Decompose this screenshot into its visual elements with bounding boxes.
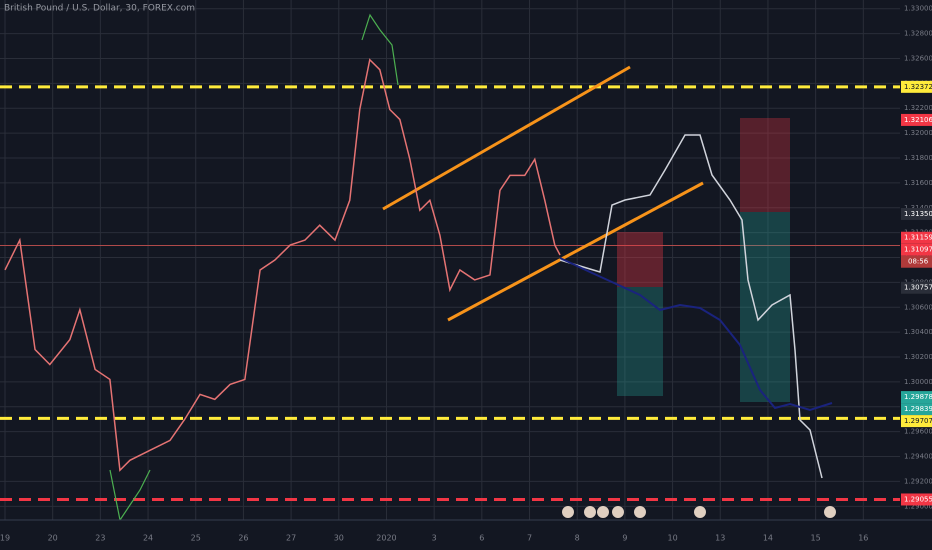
- price-badge-label: 1.29055: [904, 495, 932, 503]
- price-badge: [901, 403, 932, 416]
- indicator-path: [109, 469, 151, 522]
- y-tick-label: 1.33000: [904, 5, 932, 13]
- event-icon: [694, 506, 706, 518]
- price-badge: [901, 231, 932, 244]
- event-icon: [824, 506, 836, 518]
- x-tick-label: 23: [95, 534, 105, 543]
- y-tick-label: 1.32000: [904, 129, 932, 137]
- projection-path: [559, 134, 823, 479]
- y-tick-label: 1.30200: [904, 353, 932, 361]
- channel-line: [382, 65, 631, 211]
- x-tick-label: 3: [432, 534, 437, 543]
- price-badge: [901, 243, 932, 256]
- event-icon: [634, 506, 646, 518]
- y-tick-label: 1.29400: [904, 453, 932, 461]
- x-tick-label: 19: [0, 534, 10, 543]
- price-badge: [901, 391, 932, 404]
- x-tick-label: 24: [143, 534, 153, 543]
- drawings: [109, 13, 833, 522]
- axis-labels: 1.290001.292001.294001.296001.298001.300…: [0, 5, 932, 543]
- x-tick-label: 9: [622, 534, 627, 543]
- price-badge-label: 1.31350: [904, 210, 932, 218]
- chart-title: British Pound / U.S. Dollar, 30, FOREX.c…: [4, 4, 195, 14]
- x-tick-label: 10: [667, 534, 677, 543]
- price-badge-label: 1.30757: [904, 284, 932, 292]
- channel-line: [447, 181, 704, 322]
- x-tick-label: 16: [858, 534, 868, 543]
- x-tick-label: 20: [48, 534, 58, 543]
- x-tick-label: 15: [811, 534, 821, 543]
- x-tick-label: 6: [479, 534, 484, 543]
- countdown-badge: [901, 255, 932, 268]
- price-badge: [901, 281, 932, 294]
- event-icon: [597, 506, 609, 518]
- y-tick-label: 1.32200: [904, 104, 932, 112]
- y-tick-label: 1.30600: [904, 303, 932, 311]
- price-badge: [901, 80, 932, 93]
- time-axis: [0, 520, 932, 550]
- x-tick-label: 13: [715, 534, 725, 543]
- y-tick-label: 1.31600: [904, 179, 932, 187]
- x-tick-label: 26: [238, 534, 248, 543]
- event-icon: [612, 506, 624, 518]
- countdown-label: 08:56: [908, 258, 929, 266]
- y-tick-label: 1.29200: [904, 477, 932, 485]
- price-badge-label: 1.29839: [904, 405, 932, 413]
- projection-path: [559, 257, 833, 412]
- price-badge: [901, 207, 932, 220]
- series: [4, 58, 561, 472]
- price-badge: [901, 493, 932, 506]
- grid: [0, 0, 900, 520]
- stop-zone: [740, 118, 790, 212]
- y-tick-label: 1.31800: [904, 154, 932, 162]
- y-tick-label: 1.32800: [904, 30, 932, 38]
- event-icons: [562, 506, 836, 518]
- levels: [0, 85, 900, 501]
- price-badge-label: 1.32106: [904, 116, 932, 124]
- x-tick-label: 2020: [376, 534, 396, 543]
- indicator-path: [361, 13, 399, 86]
- target-zone: [617, 287, 663, 396]
- y-tick-label: 1.31400: [904, 204, 932, 212]
- price-badge-label: 1.29707: [904, 417, 932, 425]
- x-tick-label: 14: [763, 534, 773, 543]
- y-tick-label: 1.32600: [904, 54, 932, 62]
- y-tick-label: 1.29000: [904, 502, 932, 510]
- y-tick-label: 1.30000: [904, 378, 932, 386]
- price-badge-label: 1.32372: [904, 83, 932, 91]
- price-badge-label: 1.29878: [904, 393, 932, 401]
- price-badge: [901, 113, 932, 126]
- event-icon: [562, 506, 574, 518]
- price-badge-label: 1.31159: [904, 234, 932, 242]
- y-tick-label: 1.30400: [904, 328, 932, 336]
- price-line: [4, 58, 561, 472]
- price-badge: [901, 415, 932, 428]
- x-tick-label: 8: [575, 534, 580, 543]
- stop-zone: [617, 232, 663, 287]
- x-tick-label: 27: [286, 534, 296, 543]
- x-tick-label: 30: [334, 534, 344, 543]
- event-icon: [584, 506, 596, 518]
- y-tick-label: 1.29600: [904, 428, 932, 436]
- price-badge-label: 1.31097: [904, 246, 932, 254]
- target-zone: [740, 212, 790, 402]
- x-tick-label: 25: [191, 534, 201, 543]
- x-tick-label: 7: [527, 534, 532, 543]
